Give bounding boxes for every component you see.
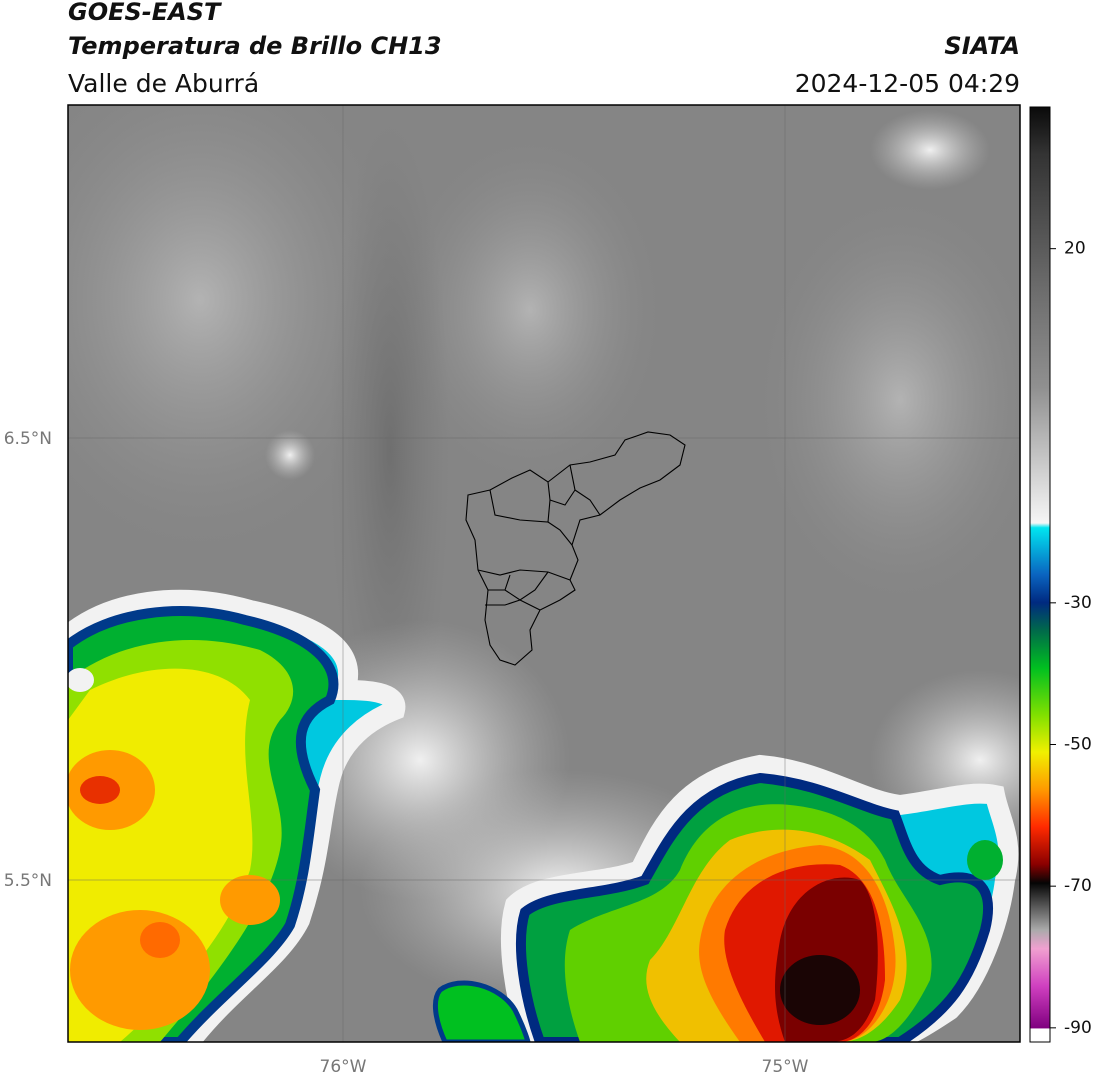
lon-label: 76°W bbox=[320, 1057, 367, 1077]
colorbar-tick-label: -30 bbox=[1064, 593, 1092, 613]
colorbar: 20 -30 -50 -70 -90 bbox=[1029, 106, 1092, 1043]
colorbar-tick-label: -70 bbox=[1064, 876, 1092, 896]
title: GOES-EAST bbox=[68, 0, 222, 26]
region: Valle de Aburrá bbox=[68, 69, 259, 98]
map-frame bbox=[67, 104, 1021, 1043]
colorbar-tick-label: -50 bbox=[1064, 735, 1092, 755]
lat-label: 5.5°N bbox=[4, 871, 52, 891]
colorbar-tick-label: 20 bbox=[1064, 239, 1086, 259]
subtitle: Temperatura de Brillo CH13 bbox=[68, 32, 442, 60]
municipal-boundaries bbox=[465, 431, 686, 666]
source: SIATA bbox=[944, 32, 1020, 60]
satellite-image bbox=[68, 105, 1020, 1042]
lat-label: 6.5°N bbox=[4, 429, 52, 449]
colorbar-scale bbox=[1029, 106, 1051, 1043]
lon-label: 75°W bbox=[762, 1057, 809, 1077]
datetime: 2024-12-05 04:29 bbox=[795, 69, 1020, 98]
colorbar-tick-label: -90 bbox=[1064, 1018, 1092, 1038]
